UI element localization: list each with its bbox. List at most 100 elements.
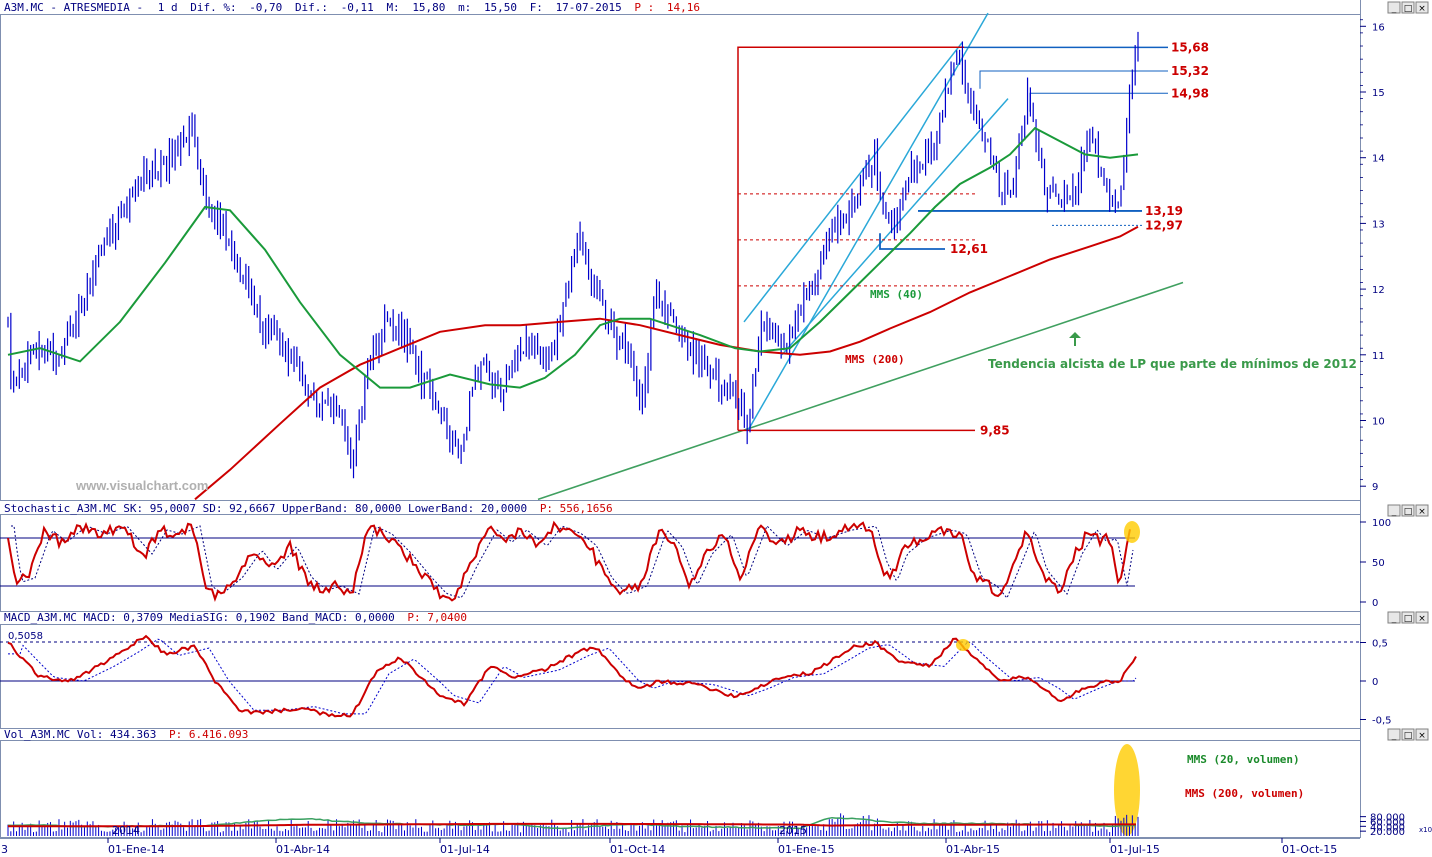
lp-trend-line	[537, 281, 1184, 501]
header-min: 15,50	[484, 1, 517, 14]
header-date-label: F:	[530, 1, 543, 14]
volume-highlight	[1114, 744, 1140, 836]
x-tick-label: 01-Jul-14	[440, 843, 490, 856]
x-tick-label: 01-Jul-15	[1110, 843, 1160, 856]
y-tick-label: 14	[1372, 154, 1385, 165]
y-tick-label: 60.000	[1370, 817, 1405, 828]
header-period: 1 d	[158, 1, 178, 14]
x-tick-label: 01-Oct-14	[610, 843, 665, 856]
window-button-frame	[1387, 728, 1401, 741]
y-tick-label: 0	[1372, 677, 1378, 688]
header-dif-pct: -0,70	[249, 1, 282, 14]
window-buttons: _ □ × _ □ × _ □ × _ □ ×	[1387, 1, 1429, 741]
window-button-frame	[1415, 728, 1429, 741]
level-label: 12,97	[1145, 218, 1183, 232]
minimize-icon: _	[1391, 4, 1397, 14]
close-icon: ×	[1418, 4, 1426, 14]
volume-year-label: 2014	[112, 824, 140, 837]
window-button-frame	[1401, 728, 1415, 741]
y-tick-label: 12	[1372, 285, 1385, 296]
y-tick-label: 20.000	[1370, 827, 1405, 838]
header-max-label: M:	[386, 1, 399, 14]
x-tick-label: 01-Abr-15	[946, 843, 1000, 856]
main-reference-lines	[537, 12, 1184, 501]
macd-header: MACD_A3M.MC MACD: 0,3709 MediaSIG: 0,190…	[4, 611, 467, 624]
minimize-button[interactable]: _	[1387, 728, 1401, 741]
y-tick-label: 9	[1372, 482, 1378, 493]
stochastic-header: Stochastic_A3M.MC SK: 95,0007 SD: 92,666…	[4, 502, 613, 515]
header-last: 14,16	[667, 1, 700, 14]
x-tick-label: 01-Ene-15	[778, 843, 835, 856]
mms200-line	[194, 225, 1139, 501]
maximize-icon: □	[1404, 614, 1413, 624]
maximize-button[interactable]: □	[1401, 611, 1415, 624]
maximize-button[interactable]: □	[1401, 1, 1415, 14]
mms40-line	[7, 126, 1139, 389]
header-dif-label: Dif.:	[295, 1, 328, 14]
level-line-12-61	[879, 233, 945, 250]
maximize-icon: □	[1404, 4, 1413, 14]
minimize-icon: _	[1391, 731, 1397, 741]
minimize-icon: _	[1391, 614, 1397, 624]
x-axis: 3 01-Ene-14 01-Abr-14 01-Jul-14 01-Oct-14 01-…	[0, 838, 1360, 856]
header-min-label: m:	[458, 1, 471, 14]
y-tick-label: 10	[1372, 417, 1385, 428]
y-tick-label: 16	[1372, 22, 1385, 33]
stochastic-header-last: P: 556,1656	[540, 502, 613, 515]
stochastic-plot	[0, 520, 1140, 602]
x-tick-label: 01-Ene-14	[108, 843, 165, 856]
level-label: 9,85	[980, 423, 1010, 437]
y-tick-label: -0,5	[1372, 716, 1392, 727]
x-tick-label: 01-Abr-14	[276, 843, 330, 856]
x-tick-label: 01-Oct-15	[1282, 843, 1337, 856]
maximize-icon: □	[1404, 507, 1413, 517]
close-button[interactable]: ×	[1415, 611, 1429, 624]
window-button-frame	[1401, 504, 1415, 517]
volume-mms200-label: MMS (200, volumen)	[1185, 787, 1304, 800]
header-dif-pct-label: Dif. %:	[190, 1, 236, 14]
window-button-frame	[1401, 1, 1415, 14]
header-symbol: A3M.MC - ATRESMEDIA -	[4, 1, 143, 14]
header-max: 15,80	[412, 1, 445, 14]
minimize-button[interactable]: _	[1387, 504, 1401, 517]
header-dif: -0,11	[341, 1, 374, 14]
stochastic-header-values: Stochastic_A3M.MC SK: 95,0007 SD: 92,666…	[4, 502, 527, 515]
macd-signal-line	[8, 638, 1137, 715]
channel-top-line	[743, 42, 963, 323]
minimize-button[interactable]: _	[1387, 1, 1401, 14]
range-box	[737, 46, 964, 431]
minimize-button[interactable]: _	[1387, 611, 1401, 624]
y-tick-label: 0	[1372, 598, 1378, 609]
y-tick-label: 40.000	[1370, 822, 1405, 833]
window-button-frame	[1401, 611, 1415, 624]
window-button-frame	[1415, 504, 1429, 517]
x-tick-label: 3	[1, 843, 8, 856]
mms40-label: MMS (40)	[870, 288, 923, 301]
maximize-button[interactable]: □	[1401, 728, 1415, 741]
mms200-label: MMS (200)	[845, 353, 905, 366]
level-label: 15,32	[1171, 64, 1209, 78]
level-label: 12,61	[950, 242, 988, 256]
y-tick-label: 13	[1372, 219, 1385, 230]
maximize-button[interactable]: □	[1401, 504, 1415, 517]
window-button-frame	[1415, 611, 1429, 624]
price-bars	[7, 31, 1139, 479]
close-button[interactable]: ×	[1415, 1, 1429, 14]
macd-header-values: MACD_A3M.MC MACD: 0,3709 MediaSIG: 0,190…	[4, 611, 395, 624]
main-header: A3M.MC - ATRESMEDIA - 1 d Dif. %: -0,70 …	[4, 1, 700, 14]
window-button-frame	[1387, 1, 1401, 14]
volume-year-label: 2015	[779, 824, 807, 837]
stochastic-sk-line	[7, 520, 1131, 602]
volume-scale-label: x10	[1419, 826, 1432, 834]
macd-level-label: 0,5058	[8, 631, 43, 642]
volume-plot: MMS (20, volumen) MMS (200, volumen) 2014 2…	[7, 744, 1304, 837]
y-axes: 16 15 14 13 12 11 10 9 100 50 0 0,5 0 -0,5 80.00060.00…	[1360, 19, 1432, 838]
close-button[interactable]: ×	[1415, 728, 1429, 741]
volume-header-values: Vol_A3M.MC Vol: 434.363	[4, 728, 156, 741]
y-tick-label: 100	[1372, 518, 1391, 529]
close-button[interactable]: ×	[1415, 504, 1429, 517]
window-button-frame	[1415, 1, 1429, 14]
